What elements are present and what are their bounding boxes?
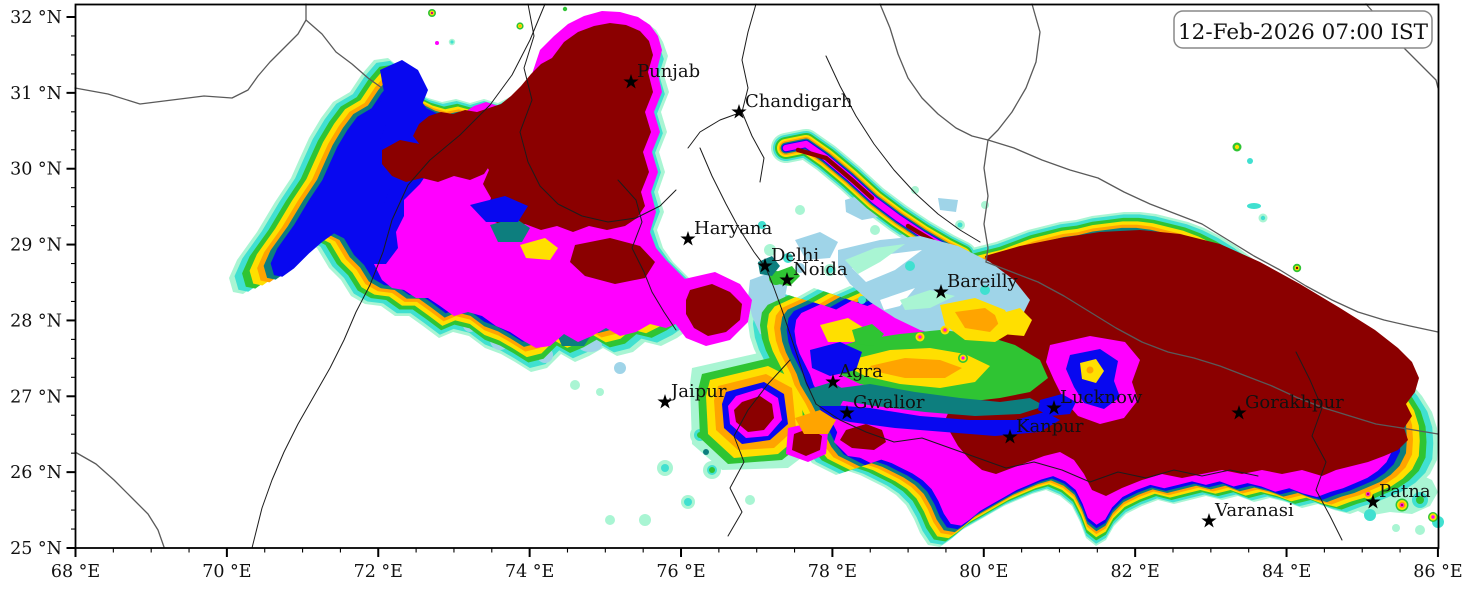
city-star-icon [1365,494,1381,509]
city-marker: Gorakhpur [1231,392,1344,420]
axis-tick-labels: 68 °E 70 °E 72 °E 74 °E 76 °E 78 °E 80 °E 82 °E… [10,8,1463,582]
city-label: Lucknow [1060,387,1143,408]
y-tick-label: 29 °N [10,236,62,256]
x-tick-label: 72 °E [354,562,403,582]
city-star-icon [623,74,639,89]
y-tick-label: 31 °N [10,84,62,104]
city-star-icon [1002,429,1018,444]
x-tick-label: 80 °E [959,562,1008,582]
city-marker: Haryana [680,218,773,246]
city-marker: Patna [1365,481,1431,509]
city-label: Chandigarh [745,91,853,112]
city-label: Haryana [694,218,773,239]
city-label: Agra [838,361,883,382]
city-star-icon [933,284,949,299]
timestamp-text: 12-Feb-2026 07:00 IST [1178,20,1429,45]
city-marker: Delhi [757,245,819,273]
city-star-icon [1046,400,1062,415]
x-tick-label: 74 °E [505,562,554,582]
city-label: Bareilly [947,271,1018,292]
x-tick-label: 68 °E [51,562,100,582]
contour-field [229,6,1444,547]
city-marker: Agra [825,361,883,389]
city-marker: Lucknow [1046,387,1143,415]
city-star-icon [779,272,795,287]
city-star-icon [757,258,773,273]
city-marker: Jaipur [657,381,727,409]
city-label: Delhi [771,245,819,266]
city-label: Noida [793,259,848,280]
city-marker: Gwalior [839,392,925,420]
city-star-icon [825,374,841,389]
city-label: Varanasi [1214,500,1294,521]
x-tick-label: 86 °E [1413,562,1462,582]
city-star-icon [657,394,673,409]
city-marker: Noida [779,259,848,287]
city-label: Jaipur [669,381,727,402]
x-tick-label: 76 °E [656,562,705,582]
city-label: Kanpur [1016,416,1084,437]
city-label: Patna [1379,481,1431,502]
city-star-icon [839,405,855,420]
y-tick-label: 30 °N [10,160,62,180]
city-star-icon [1231,405,1247,420]
state-borders [251,3,1343,549]
y-tick-label: 25 °N [10,539,62,559]
x-tick-label: 82 °E [1110,562,1159,582]
y-tick-label: 26 °N [10,463,62,483]
x-tick-label: 84 °E [1262,562,1311,582]
y-tick-label: 27 °N [10,387,62,407]
city-label: Gwalior [853,392,925,413]
timestamp-box: 12-Feb-2026 07:00 IST [1173,10,1433,49]
x-tick-label: 70 °E [202,562,251,582]
y-tick-label: 32 °N [10,8,62,28]
city-marker: Bareilly [933,271,1018,299]
city-star-icon [680,231,696,246]
axes-frame: 68 °E 70 °E 72 °E 74 °E 76 °E 78 °E 80 °E 82 °E… [10,3,1463,582]
y-tick-label: 28 °N [10,311,62,331]
city-marker: Varanasi [1201,500,1294,528]
city-label: Gorakhpur [1245,392,1344,413]
axis-ticks [66,16,1439,557]
city-marker: Punjab [623,61,700,89]
city-star-icon [731,104,747,119]
city-marker: Chandigarh [731,91,853,119]
west-darkred-core [382,23,886,456]
city-star-icon [1201,513,1217,528]
timestamp-border [1173,10,1433,49]
city-label: Punjab [637,61,700,82]
contour-accents [470,196,1140,436]
x-tick-label: 78 °E [808,562,857,582]
city-marker: Kanpur [1002,416,1084,444]
